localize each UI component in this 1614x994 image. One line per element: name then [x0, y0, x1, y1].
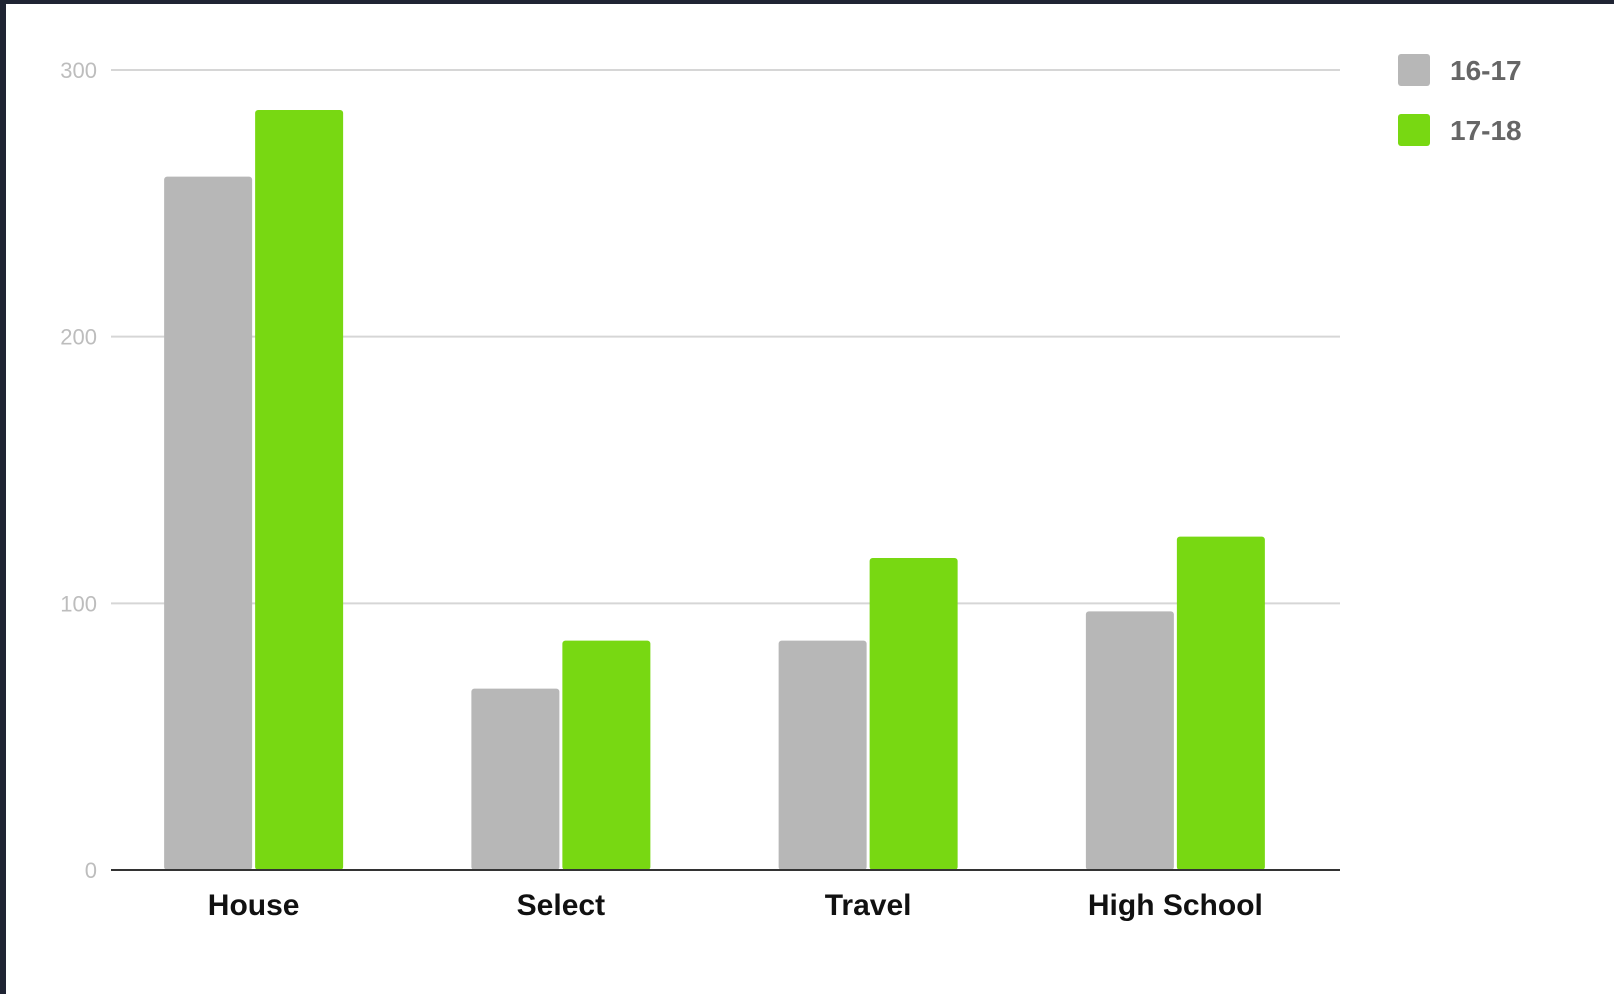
chart-frame: 0 100 200 300 House Select Travel High School … — [6, 4, 1614, 994]
bar-17-18-high-school — [1176, 536, 1265, 870]
legend-swatch-16-17 — [1398, 54, 1430, 86]
bar-17-18-select — [562, 640, 651, 870]
y-tick-label: 300 — [60, 58, 97, 83]
bars — [164, 110, 1265, 870]
x-tick-label: Select — [517, 889, 605, 922]
legend-label-17-18: 17-18 — [1450, 115, 1522, 146]
bar-16-17-house — [164, 176, 253, 870]
x-tick-label: House — [208, 889, 300, 922]
y-tick-label: 0 — [85, 858, 97, 883]
legend-label-16-17: 16-17 — [1450, 55, 1522, 86]
bar-16-17-select — [471, 688, 560, 870]
bar-16-17-high-school — [1085, 611, 1174, 870]
y-tick-label: 200 — [60, 325, 97, 350]
bar-16-17-travel — [778, 640, 867, 870]
x-tick-label: High School — [1088, 889, 1263, 922]
bar-17-18-house — [255, 110, 344, 870]
x-tick-label: Travel — [825, 889, 912, 922]
y-tick-label: 100 — [60, 591, 97, 616]
y-axis-ticks: 0 100 200 300 — [60, 58, 97, 883]
x-axis-labels: House Select Travel High School — [208, 889, 1263, 922]
bar-17-18-travel — [869, 558, 958, 870]
legend: 16-17 17-18 — [1398, 54, 1522, 146]
legend-swatch-17-18 — [1398, 114, 1430, 146]
